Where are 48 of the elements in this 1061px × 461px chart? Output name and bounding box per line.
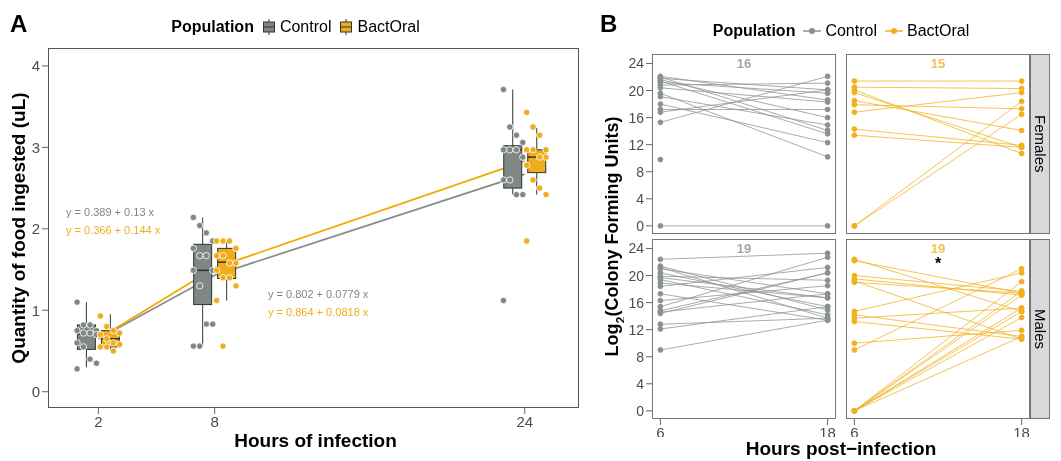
y-tick-label: 24 [628, 240, 645, 257]
y2-axis-title: Males [1031, 308, 1049, 349]
legend-label: Control [825, 22, 877, 40]
y-tick-label: 1 [31, 301, 40, 319]
annotation: y = 0.802 + 0.0779 x [268, 288, 369, 300]
y-tick-label: 8 [636, 348, 645, 365]
y-tick-label: 0 [636, 217, 645, 234]
y-tick-label: 3 [31, 138, 40, 156]
annotation: 16 [735, 56, 753, 71]
y-tick-label: 20 [628, 267, 645, 284]
y-tick-label: 4 [636, 375, 645, 392]
y-axis-title: Quantity of food ingested (uL) [8, 92, 29, 364]
y-tick-label: 4 [31, 57, 40, 75]
x-tick-label: 8 [210, 412, 219, 430]
x-tick-label: 6 [656, 423, 665, 441]
annotation: y = 0.864 + 0.0818 x [268, 306, 369, 318]
annotation: 19 [929, 241, 947, 256]
annotation: 15 [929, 56, 947, 71]
text: BactOral [906, 22, 970, 39]
y-tick-label: 16 [628, 294, 645, 311]
annotation: y = 0.389 + 0.13 x [66, 206, 155, 218]
x-tick-label: 18 [1013, 423, 1030, 441]
legend-title: Population [712, 22, 796, 40]
y-tick-label: 0 [31, 383, 40, 401]
x-tick-label: 2 [94, 412, 103, 430]
legend-title: Population [171, 18, 254, 36]
y-tick-label: 20 [628, 82, 645, 99]
x-tick-label: 24 [516, 412, 534, 430]
x-tick-label: 6 [850, 423, 859, 441]
x-axis-title: Hours post−infection [745, 438, 937, 459]
y-tick-label: 4 [636, 190, 645, 207]
x-tick-label: 18 [819, 423, 836, 441]
y2-axis-title: Females [1031, 115, 1049, 173]
x-axis-title: Hours of infection [233, 430, 398, 452]
y-tick-label: 8 [636, 163, 645, 180]
y-tick-label: 16 [628, 109, 645, 126]
chart-title: B [600, 10, 618, 38]
annotation: 19 [735, 241, 753, 256]
y-tick-label: 24 [628, 55, 645, 72]
annotation: y = 0.366 + 0.144 x [66, 224, 161, 236]
legend-label: Control [279, 18, 332, 36]
y-tick-label: 0 [636, 402, 645, 419]
y-tick-label: 12 [628, 321, 645, 338]
annotation: * [933, 255, 943, 273]
legend-label: BactOral [357, 18, 420, 36]
y-tick-label: 12 [628, 136, 645, 153]
y-tick-label: 2 [31, 220, 40, 238]
chart-title: A [10, 10, 28, 38]
